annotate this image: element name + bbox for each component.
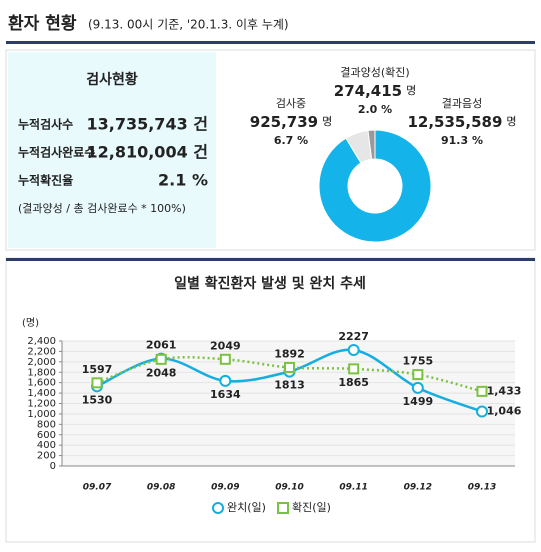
- slice-label: 검사중: [276, 97, 306, 110]
- summary-box: [8, 52, 216, 248]
- point: [347, 344, 360, 357]
- point: [476, 385, 488, 397]
- page-title: 환자 현황: [8, 14, 77, 34]
- data-label: 1865: [338, 376, 369, 389]
- header-rule: [6, 41, 535, 44]
- data-label: 1530: [82, 393, 113, 406]
- trend-rule: [6, 258, 535, 261]
- count-value: 274,415: [334, 82, 402, 100]
- y-tick-label: 200: [37, 451, 56, 462]
- data-label: 1597: [82, 363, 113, 376]
- row-label: 누적검사완료수: [18, 145, 95, 160]
- point: [155, 353, 167, 365]
- pie-slice: [318, 129, 432, 243]
- y-tick-label: 1,600: [27, 378, 56, 389]
- x-tick-label: 09.12: [404, 483, 432, 493]
- slice-label: 결과음성: [442, 97, 482, 110]
- legend-label: 확진(일): [292, 500, 331, 514]
- data-label: 2061: [146, 339, 177, 352]
- point: [411, 381, 424, 394]
- page-subtitle: (9.13. 00시 기준, '20.1.3. 이후 누계): [88, 18, 289, 32]
- y-axis-label: (명): [22, 317, 39, 329]
- slice-percent: 6.7 %: [274, 134, 308, 147]
- y-tick-label: 600: [37, 430, 56, 441]
- slice-label: 결과양성(확진): [340, 66, 409, 79]
- row-value: 2.1 %: [158, 171, 208, 190]
- x-tick-label: 09.13: [468, 483, 496, 493]
- y-tick-label: 1,400: [27, 388, 56, 399]
- summary-note: (결과양성 / 총 검사완료수 * 100%): [18, 202, 186, 215]
- row-value: 12,810,004 건: [86, 143, 208, 162]
- y-tick-label: 1,200: [27, 399, 56, 410]
- slice-count: 274,415 명: [334, 82, 416, 100]
- point: [219, 374, 232, 387]
- row-label: 누적검사수: [18, 117, 73, 132]
- legend-marker: [277, 502, 289, 514]
- x-tick-label: 09.08: [147, 483, 175, 493]
- point: [412, 369, 424, 381]
- slice-count: 12,535,589 명: [407, 113, 516, 131]
- point: [284, 361, 295, 373]
- pie-slice: [367, 129, 376, 160]
- y-tick-label: 2,200: [27, 346, 56, 357]
- data-label: 2227: [338, 330, 369, 343]
- count-unit: 명: [506, 115, 516, 128]
- y-tick-label: 2,400: [27, 336, 56, 347]
- row-value: 13,735,743 건: [86, 115, 208, 134]
- point: [219, 353, 231, 365]
- data-label: 1499: [403, 395, 434, 408]
- data-label: 1755: [403, 355, 434, 368]
- summary-title: 검사현황: [86, 71, 138, 88]
- count-value: 12,535,589: [407, 113, 502, 131]
- count-unit: 명: [322, 115, 332, 128]
- data-label: 2048: [146, 366, 177, 379]
- data-label: 1892: [274, 347, 305, 360]
- point: [476, 405, 488, 418]
- data-label: 1813: [274, 379, 305, 392]
- x-tick-label: 09.11: [339, 483, 367, 493]
- y-tick-label: 2,000: [27, 357, 56, 368]
- y-tick-label: 0: [50, 461, 56, 472]
- point: [348, 363, 360, 375]
- point: [91, 377, 103, 389]
- x-tick-label: 09.09: [211, 483, 239, 493]
- chart-title: 일별 확진환자 발생 및 완치 추세: [174, 275, 366, 292]
- y-tick-label: 1,800: [27, 367, 56, 378]
- x-tick-label: 09.10: [275, 483, 303, 493]
- slice-percent: 91.3 %: [441, 134, 483, 147]
- count-value: 925,739: [250, 113, 318, 131]
- data-label: 2049: [210, 339, 241, 352]
- x-tick-label: 09.07: [83, 483, 112, 493]
- count-unit: 명: [406, 84, 416, 97]
- slice-percent: 2.0 %: [358, 103, 392, 116]
- data-label: 1,433: [487, 384, 522, 397]
- y-tick-label: 1,000: [27, 409, 56, 420]
- row-label: 누적확진율: [18, 173, 73, 188]
- legend-label: 완치(일): [227, 500, 266, 514]
- legend-marker: [212, 502, 224, 514]
- data-label: 1,046: [487, 405, 522, 418]
- y-tick-label: 400: [37, 440, 56, 451]
- slice-count: 925,739 명: [250, 113, 332, 131]
- y-tick-label: 800: [37, 419, 56, 430]
- data-label: 1634: [210, 388, 241, 401]
